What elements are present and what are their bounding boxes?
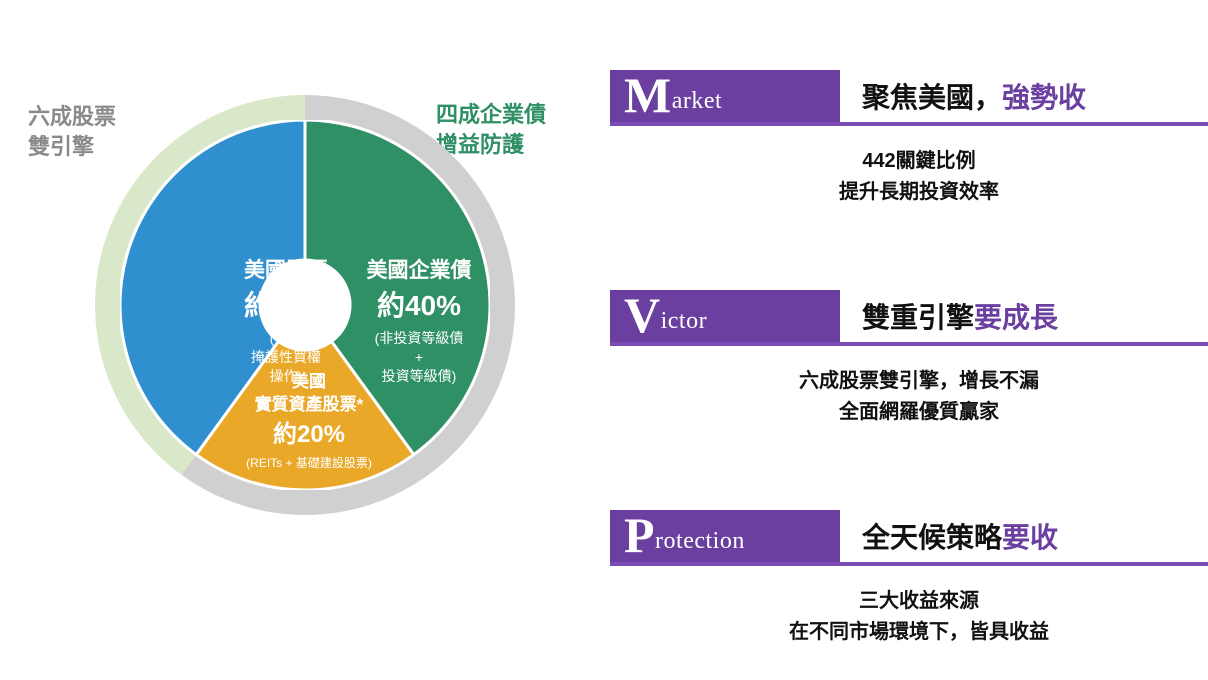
mvp-title-accent: 要收 xyxy=(1002,522,1058,553)
mvp-sub-line: 三大收益來源 xyxy=(630,586,1208,617)
mvp-word-rest: ictor xyxy=(661,309,707,333)
mvp-badge: Market xyxy=(610,70,840,122)
mvp-word-rest: arket xyxy=(672,89,722,113)
slice-sub: (非投資等級債 xyxy=(339,329,499,348)
mvp-word-rest: rotection xyxy=(655,529,745,553)
mvp-head: Protection全天候策略要收 xyxy=(610,510,1208,566)
mvp-title-plain: 全天候策略 xyxy=(862,522,1002,553)
mvp-head: Victor雙重引擎要成長 xyxy=(610,290,1208,346)
slice-pct: 約20% xyxy=(209,419,409,451)
mvp-sub-line: 442關鍵比例 xyxy=(630,146,1208,177)
mvp-letter: P xyxy=(624,510,655,560)
mvp-head: Market聚焦美國，強勢收 xyxy=(610,70,1208,126)
mvp-row-v: Victor雙重引擎要成長六成股票雙引擎，增長不漏全面網羅優質贏家 xyxy=(610,290,1208,428)
mvp-title: 全天候策略要收 xyxy=(840,516,1058,562)
mvp-badge: Protection xyxy=(610,510,840,562)
mvp-title: 聚焦美國，強勢收 xyxy=(840,76,1086,122)
slice-label-green: 美國企業債 約40% (非投資等級債 + 投資等級債) xyxy=(339,257,499,386)
mvp-title-plain: 聚焦美國， xyxy=(862,82,1002,113)
mvp-row-m: Market聚焦美國，強勢收442關鍵比例提升長期投資效率 xyxy=(610,70,1208,208)
donut-chart: 美國股票 約40% (搭配 掩護性買權 操作) 美國企業債 約40% (非投資等… xyxy=(95,95,515,515)
mvp-title-plain: 雙重引擎 xyxy=(862,302,974,333)
mvp-badge: Victor xyxy=(610,290,840,342)
mvp-title-accent: 要成長 xyxy=(974,302,1058,333)
mvp-sub-line: 在不同市場環境下，皆具收益 xyxy=(630,617,1208,648)
slice-pct: 約40% xyxy=(339,287,499,325)
slice-sub: 實質資產股票* xyxy=(209,394,409,417)
mvp-title: 雙重引擎要成長 xyxy=(840,296,1058,342)
slice-title: 美國 xyxy=(209,371,409,394)
slice-sub: (REITs + 基礎建設股票) xyxy=(209,455,409,471)
slice-label-yellow: 美國 實質資產股票* 約20% (REITs + 基礎建設股票) xyxy=(209,371,409,471)
mvp-subtext: 六成股票雙引擎，增長不漏全面網羅優質贏家 xyxy=(610,366,1208,428)
donut-chart-panel: 六成股票 雙引擎 四成企業債 增益防護 美國股票 約40% (搭配 掩護性買權 … xyxy=(0,0,590,680)
mvp-letter: M xyxy=(624,70,672,120)
mvp-subtext: 三大收益來源在不同市場環境下，皆具收益 xyxy=(610,586,1208,648)
mvp-letter: V xyxy=(624,290,661,340)
slice-title: 美國企業債 xyxy=(339,257,499,285)
mvp-sub-line: 六成股票雙引擎，增長不漏 xyxy=(630,366,1208,397)
mvp-sub-line: 全面網羅優質贏家 xyxy=(630,397,1208,428)
mvp-row-p: Protection全天候策略要收三大收益來源在不同市場環境下，皆具收益 xyxy=(610,510,1208,648)
mvp-panel: Market聚焦美國，強勢收442關鍵比例提升長期投資效率Victor雙重引擎要… xyxy=(590,0,1208,680)
mvp-subtext: 442關鍵比例提升長期投資效率 xyxy=(610,146,1208,208)
slice-sub: + xyxy=(339,348,499,367)
mvp-title-accent: 強勢收 xyxy=(1002,82,1086,113)
mvp-sub-line: 提升長期投資效率 xyxy=(630,177,1208,208)
